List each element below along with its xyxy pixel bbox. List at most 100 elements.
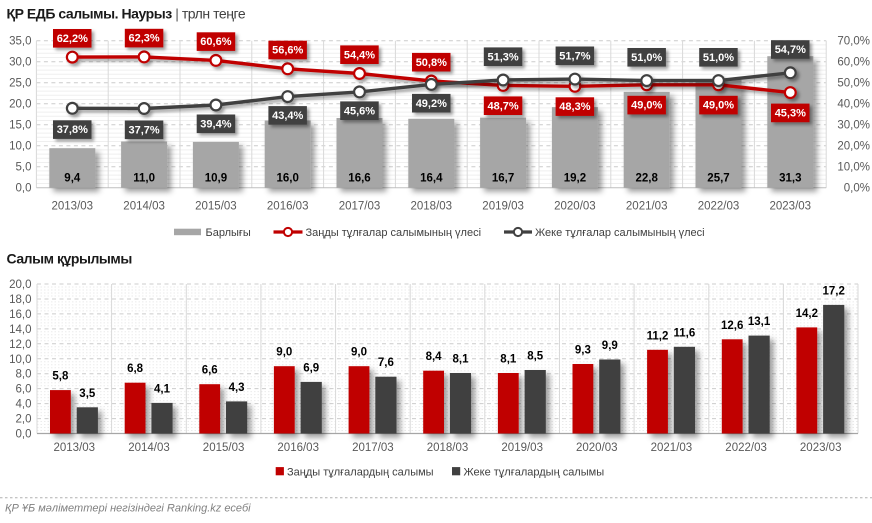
svg-text:25,7: 25,7 (707, 173, 729, 185)
svg-text:2018/03: 2018/03 (411, 200, 453, 212)
svg-text:2,0: 2,0 (16, 414, 32, 426)
svg-text:11,2: 11,2 (647, 330, 669, 342)
svg-text:ҚР ҰБ мәліметтері негізіндегі: ҚР ҰБ мәліметтері негізіндегі Ranking.kz… (5, 503, 251, 515)
svg-text:2017/03: 2017/03 (339, 200, 381, 212)
svg-text:2015/03: 2015/03 (195, 200, 237, 212)
svg-text:16,0: 16,0 (277, 173, 299, 185)
svg-text:40,0%: 40,0% (837, 99, 870, 111)
svg-text:45,6%: 45,6% (344, 105, 375, 117)
svg-text:49,2%: 49,2% (416, 98, 447, 110)
svg-text:0,0: 0,0 (16, 183, 32, 195)
svg-text:70,0%: 70,0% (837, 36, 870, 48)
svg-text:20,0: 20,0 (9, 99, 31, 111)
svg-text:2014/03: 2014/03 (123, 200, 165, 212)
svg-text:14,0: 14,0 (9, 324, 31, 336)
svg-text:6,9: 6,9 (303, 362, 319, 374)
svg-text:49,0%: 49,0% (631, 100, 662, 112)
svg-text:54,7%: 54,7% (775, 44, 806, 56)
svg-text:48,3%: 48,3% (559, 101, 590, 113)
svg-text:62,3%: 62,3% (128, 33, 159, 45)
svg-text:2021/03: 2021/03 (651, 442, 693, 454)
svg-text:11,6: 11,6 (674, 327, 696, 339)
svg-text:35,0: 35,0 (9, 36, 31, 48)
svg-text:6,8: 6,8 (127, 363, 144, 375)
svg-text:2021/03: 2021/03 (626, 200, 668, 212)
svg-text:51,0%: 51,0% (703, 52, 734, 64)
svg-text:19,2: 19,2 (564, 173, 586, 185)
svg-text:9,4: 9,4 (64, 173, 81, 185)
svg-text:10,9: 10,9 (205, 173, 227, 185)
svg-text:16,6: 16,6 (348, 173, 370, 185)
svg-text:0,0: 0,0 (16, 429, 32, 441)
svg-text:49,0%: 49,0% (703, 100, 734, 112)
svg-text:60,6%: 60,6% (200, 36, 231, 48)
svg-text:10,0: 10,0 (9, 141, 31, 153)
svg-text:45,3%: 45,3% (775, 108, 806, 120)
svg-text:0,0%: 0,0% (844, 183, 870, 195)
svg-text:Заңды тұлғалар салымының үлесі: Заңды тұлғалар салымының үлесі (306, 227, 482, 239)
svg-text:10,0: 10,0 (9, 354, 31, 366)
svg-text:Заңды тұлғалардың салымы: Заңды тұлғалардың салымы (287, 466, 434, 478)
svg-text:Жеке тұлғалар салымының үлесі: Жеке тұлғалар салымының үлесі (535, 227, 705, 239)
svg-text:22,8: 22,8 (636, 173, 659, 185)
svg-text:12,6: 12,6 (721, 320, 743, 332)
svg-text:10,0%: 10,0% (837, 162, 870, 174)
svg-text:8,0: 8,0 (16, 369, 32, 381)
svg-text:9,0: 9,0 (276, 347, 292, 359)
svg-text:12,0: 12,0 (9, 339, 31, 351)
svg-text:2023/03: 2023/03 (770, 200, 812, 212)
svg-text:37,8%: 37,8% (57, 124, 88, 136)
svg-text:2018/03: 2018/03 (427, 442, 469, 454)
svg-text:2019/03: 2019/03 (501, 442, 543, 454)
svg-text:50,0%: 50,0% (837, 78, 870, 90)
svg-text:30,0: 30,0 (9, 57, 31, 69)
svg-text:9,9: 9,9 (602, 340, 618, 352)
svg-text:4,0: 4,0 (16, 399, 32, 411)
svg-text:20,0: 20,0 (9, 279, 31, 291)
svg-text:8,4: 8,4 (426, 351, 443, 363)
svg-text:2022/03: 2022/03 (698, 200, 740, 212)
svg-text:11,0: 11,0 (133, 173, 155, 185)
svg-text:17,2: 17,2 (823, 285, 845, 297)
svg-text:62,2%: 62,2% (57, 33, 88, 45)
svg-text:51,0%: 51,0% (631, 52, 662, 64)
svg-text:2013/03: 2013/03 (52, 200, 94, 212)
svg-text:51,3%: 51,3% (487, 51, 518, 63)
svg-text:6,0: 6,0 (16, 384, 32, 396)
svg-text:4,1: 4,1 (154, 383, 171, 395)
svg-text:2016/03: 2016/03 (277, 442, 319, 454)
svg-text:16,7: 16,7 (492, 173, 514, 185)
svg-text:25,0: 25,0 (9, 78, 31, 90)
svg-text:15,0: 15,0 (9, 120, 31, 132)
svg-text:5,0: 5,0 (16, 162, 32, 174)
svg-text:8,1: 8,1 (500, 354, 517, 366)
svg-text:2017/03: 2017/03 (352, 442, 394, 454)
svg-text:30,0%: 30,0% (837, 120, 870, 132)
svg-text:20,0%: 20,0% (837, 141, 870, 153)
svg-text:48,7%: 48,7% (487, 100, 518, 112)
svg-text:43,4%: 43,4% (272, 110, 303, 122)
svg-text:2020/03: 2020/03 (554, 200, 596, 212)
svg-text:6,6: 6,6 (202, 365, 218, 377)
svg-text:4,3: 4,3 (229, 382, 245, 394)
svg-text:ҚР ЕДБ салымы. Наурыз | трлн т: ҚР ЕДБ салымы. Наурыз | трлн теңге (7, 6, 246, 22)
svg-text:60,0%: 60,0% (837, 57, 870, 69)
svg-text:2022/03: 2022/03 (725, 442, 767, 454)
svg-text:5,8: 5,8 (52, 371, 69, 383)
svg-text:56,6%: 56,6% (272, 45, 303, 57)
svg-text:Барлығы: Барлығы (206, 227, 251, 239)
svg-text:14,2: 14,2 (796, 308, 818, 320)
svg-text:16,4: 16,4 (420, 173, 443, 185)
svg-text:54,4%: 54,4% (344, 49, 375, 61)
svg-text:18,0: 18,0 (9, 294, 31, 306)
svg-text:3,5: 3,5 (79, 388, 96, 400)
svg-text:16,0: 16,0 (9, 309, 31, 321)
svg-text:2020/03: 2020/03 (576, 442, 618, 454)
svg-text:2015/03: 2015/03 (203, 442, 245, 454)
svg-text:31,3: 31,3 (779, 173, 801, 185)
svg-text:2019/03: 2019/03 (482, 200, 524, 212)
svg-text:51,7%: 51,7% (559, 50, 590, 62)
svg-text:50,8%: 50,8% (416, 57, 447, 69)
svg-text:7,6: 7,6 (378, 357, 394, 369)
svg-text:Жеке тұлғалардың салымы: Жеке тұлғалардың салымы (464, 466, 605, 478)
